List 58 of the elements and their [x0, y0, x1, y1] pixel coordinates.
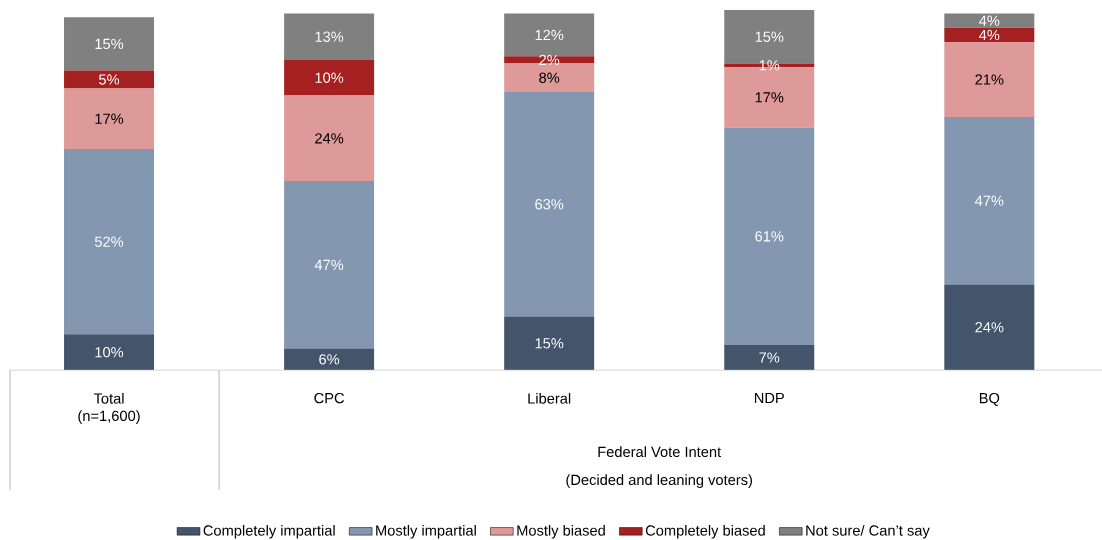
data-label: 52%: [94, 236, 124, 247]
text: (Decided and leaning voters): [566, 474, 753, 488]
bar: [284, 59, 375, 96]
bar: [504, 56, 595, 64]
bar: [64, 88, 155, 150]
bar: [504, 91, 595, 317]
bar: [284, 181, 375, 349]
data-label: 47%: [974, 195, 1004, 206]
bar: [944, 116, 1035, 285]
x-tick-label: NDP: [754, 392, 784, 404]
data-label: 63%: [535, 199, 564, 210]
data-label: 15%: [535, 338, 564, 349]
legend-label: Mostly impartial: [376, 524, 476, 539]
data-label: 10%: [315, 72, 344, 83]
legend-label: Completely biased: [645, 524, 765, 539]
x-tick-label: BQ: [979, 392, 1000, 406]
bar: [64, 70, 155, 89]
bar: [64, 149, 155, 335]
data-label: 10%: [95, 347, 124, 358]
data-label: 24%: [315, 133, 344, 144]
bar: [944, 27, 1035, 43]
data-label: 1%: [759, 60, 780, 71]
data-label: 17%: [95, 113, 124, 124]
bar: [504, 63, 595, 92]
data-label: 4%: [979, 29, 1000, 41]
data-label: 47%: [314, 259, 344, 270]
bar: [944, 42, 1035, 117]
bar: [724, 127, 815, 346]
x-tick-label: Liberal: [528, 392, 571, 404]
legend-label: Not sure/ Can’t say: [806, 524, 930, 539]
bar: [284, 95, 375, 182]
bar: [64, 17, 155, 71]
x-axis-title: Federal Vote Intent: [598, 446, 722, 458]
data-label: 61%: [755, 231, 784, 242]
data-label: 8%: [539, 72, 560, 83]
x-tick-label: Total (n=1,600): [78, 392, 140, 424]
data-label: 13%: [315, 31, 344, 42]
bar: [504, 316, 595, 370]
data-label: 15%: [95, 38, 124, 50]
data-label: 15%: [755, 31, 784, 42]
bar: [284, 348, 375, 370]
data-label: 24%: [975, 322, 1004, 333]
bar: [724, 345, 815, 370]
x-tick-label: CPC: [314, 392, 345, 404]
bar: [944, 284, 1035, 370]
data-label: 4%: [979, 15, 1000, 26]
data-label: 21%: [975, 74, 1004, 85]
data-label: 5%: [99, 74, 120, 85]
bar: [64, 334, 155, 370]
data-label: 17%: [755, 92, 784, 103]
data-label: 12%: [535, 29, 564, 41]
data-label: 6%: [319, 354, 340, 365]
data-label: 2%: [539, 54, 560, 66]
bar: [284, 13, 375, 60]
legend-label: Completely impartial: [203, 524, 335, 539]
data-label: 7%: [759, 352, 780, 363]
bar: [944, 13, 1035, 28]
legend-label: Mostly biased: [517, 524, 605, 539]
